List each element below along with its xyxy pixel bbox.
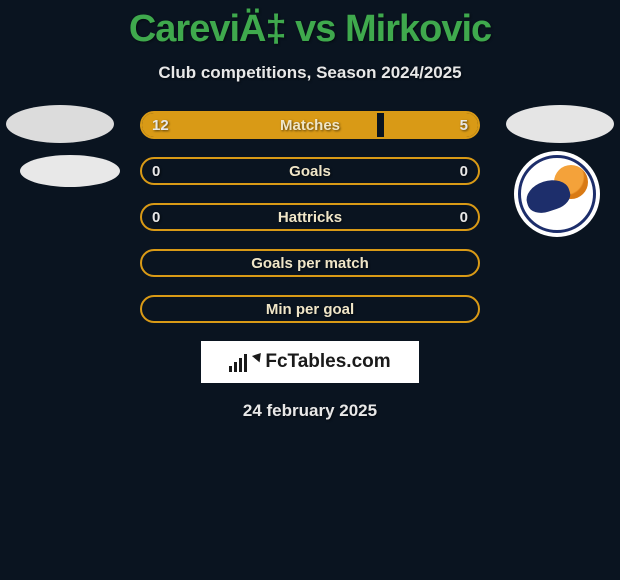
team-left-badge [20,155,120,187]
stat-label: Matches [142,117,478,134]
arrow-icon [252,350,265,363]
stat-label: Goals per match [142,255,478,272]
stat-label: Goals [142,163,478,180]
stat-bar: Goals per match [140,249,480,277]
stat-label: Hattricks [142,209,478,226]
stat-bar: Min per goal [140,295,480,323]
stat-bar: 0 Hattricks 0 [140,203,480,231]
snapshot-date: 24 february 2025 [0,401,620,421]
player-right-avatar [506,105,614,143]
stat-label: Min per goal [142,301,478,318]
comparison-title: CareviÄ‡ vs Mirkovic [0,0,620,51]
logo-text: FcTables.com [265,351,390,373]
player-left-avatar [6,105,114,143]
stat-bar: 0 Goals 0 [140,157,480,185]
stat-row: 0 Hattricks 0 [0,203,620,231]
stat-row: 12 Matches 5 [0,111,620,139]
comparison-subtitle: Club competitions, Season 2024/2025 [0,63,620,83]
attribution-logo[interactable]: FcTables.com [201,341,419,383]
stats-rows: 12 Matches 5 0 Goals 0 0 Hattricks [0,111,620,323]
stat-bar: 12 Matches 5 [140,111,480,139]
stat-value-right: 5 [460,117,468,134]
stat-value-right: 0 [460,209,468,226]
stat-row: Goals per match [0,249,620,277]
stat-row: 0 Goals 0 [0,157,620,185]
stat-value-right: 0 [460,163,468,180]
stat-row: Min per goal [0,295,620,323]
chart-icon [229,352,247,372]
